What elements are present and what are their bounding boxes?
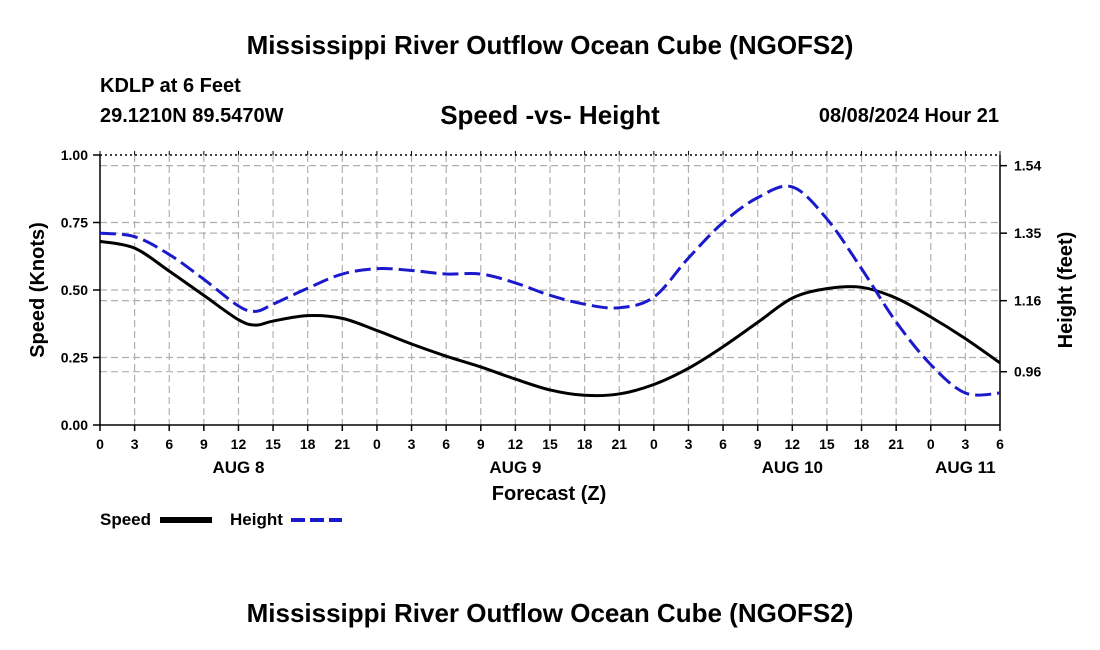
x-tick-label: 12 [785,436,801,452]
y-axis-label: Speed (Knots) [27,222,49,358]
grid [100,155,1000,425]
x-day-label: AUG 11 [935,458,995,477]
x-tick-label: 15 [265,436,281,452]
y2-axis-label: Height (feet) [1055,232,1077,349]
y2-tick-label: 1.16 [1014,293,1041,309]
x-tick-label: 6 [996,436,1004,452]
series-line-speed [99,239,1001,398]
x-tick-label: 21 [888,436,904,452]
x-tick-label: 18 [854,436,870,452]
x-tick-label: 21 [611,436,627,452]
x-tick-label: 3 [685,436,693,452]
datestamp-label: 08/08/2024 Hour 21 [818,105,999,127]
y-tick-label: 0.50 [61,282,88,298]
x-axis-label: Forecast (Z) [492,483,606,505]
x-tick-label: 15 [819,436,835,452]
x-tick-label: 15 [542,436,558,452]
x-day-label: AUG 9 [489,458,541,477]
legend-height-label: Height [230,510,283,529]
series-line-height [99,184,1001,397]
x-tick-label: 9 [200,436,208,452]
x-tick-label: 21 [335,436,351,452]
legend: Speed Height [100,510,342,529]
y-tick-label: 0.00 [61,417,88,433]
y2-tick-label: 1.35 [1014,225,1041,241]
ticks-layer: 0 3 6 9 12 15 18 21 0 3 6 9 12 15 18 21 0 3 6 9 12 15 18 21 0 3 6A… [61,147,1042,477]
x-tick-label: 3 [408,436,416,452]
footer-title: Mississippi River Outflow Ocean Cube (NG… [246,598,854,628]
x-tick-label: 0 [927,436,935,452]
coordinates-label: 29.1210N 89.5470W [100,105,284,127]
series-layer [99,184,1001,398]
y2-tick-label: 0.96 [1014,364,1041,380]
x-tick-label: 0 [650,436,658,452]
x-tick-label: 18 [300,436,316,452]
x-tick-label: 9 [754,436,762,452]
y-tick-label: 1.00 [61,147,88,163]
x-tick-label: 9 [477,436,485,452]
y2-tick-label: 1.54 [1014,158,1041,174]
x-tick-label: 6 [442,436,450,452]
x-day-label: AUG 10 [762,458,823,477]
x-tick-label: 0 [96,436,104,452]
legend-speed-label: Speed [100,510,151,529]
x-tick-label: 6 [719,436,727,452]
x-tick-label: 3 [131,436,139,452]
x-tick-label: 12 [231,436,247,452]
y-tick-label: 0.25 [61,350,88,366]
x-tick-label: 12 [508,436,524,452]
x-tick-label: 0 [373,436,381,452]
x-tick-label: 3 [961,436,969,452]
chart-title: Mississippi River Outflow Ocean Cube (NG… [246,30,854,60]
station-label: KDLP at 6 Feet [100,75,241,97]
chart-subtitle: Speed -vs- Height [440,100,660,130]
x-tick-label: 6 [165,436,173,452]
x-day-label: AUG 8 [212,458,264,477]
x-tick-label: 18 [577,436,593,452]
y-tick-label: 0.75 [61,215,88,231]
